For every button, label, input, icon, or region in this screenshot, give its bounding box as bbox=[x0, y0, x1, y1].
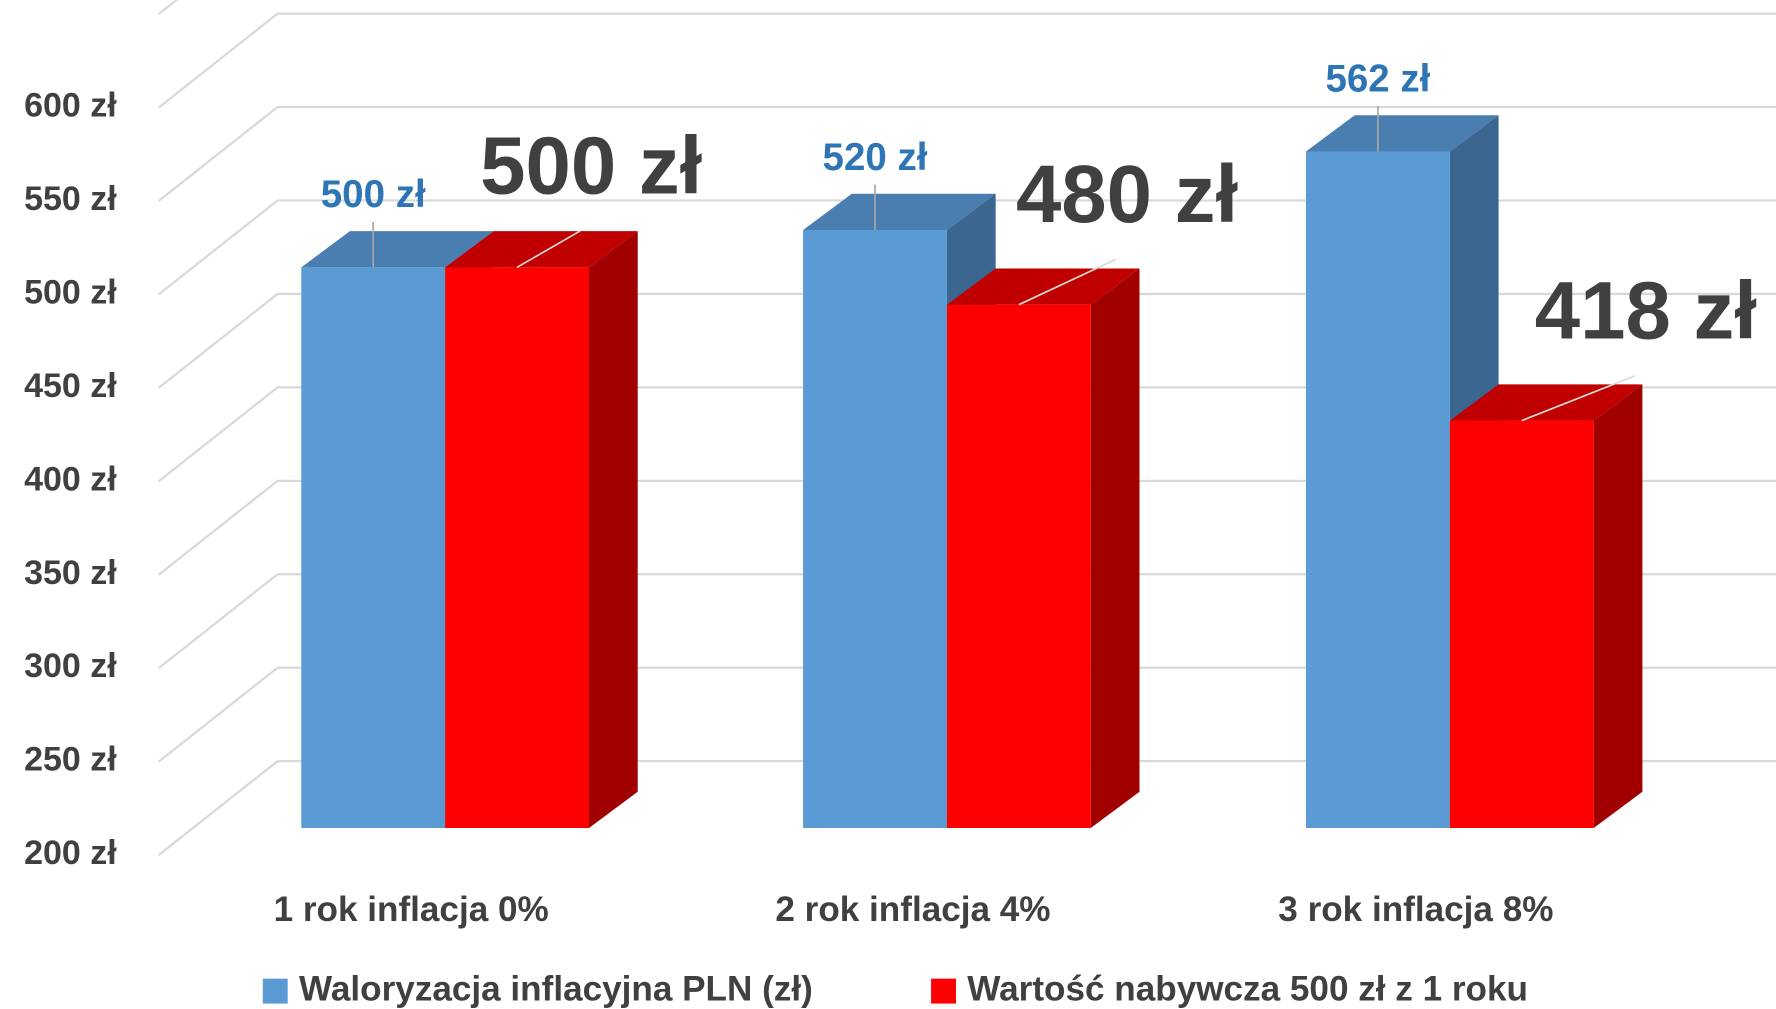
bar bbox=[803, 229, 947, 829]
bar-top bbox=[1449, 384, 1643, 421]
grid-line bbox=[157, 760, 279, 857]
grid-line bbox=[157, 479, 279, 576]
grid-line bbox=[157, 293, 279, 389]
bar-top bbox=[803, 193, 996, 230]
leader-line bbox=[1521, 375, 1635, 422]
grid-line bbox=[157, 199, 279, 296]
grid-line bbox=[157, 386, 279, 483]
grid-line bbox=[157, 0, 179, 16]
plot: 200 zł 250 zł 300 zł 350 zł 400 zł 450 zł 500 … bbox=[24, 0, 1776, 1008]
y-tick-label: 400 zł bbox=[24, 460, 117, 498]
x-tick-label: 2 rok inflacja 4% bbox=[775, 890, 1050, 929]
data-label: 480 zł bbox=[1016, 149, 1238, 240]
bar-top bbox=[1306, 115, 1499, 152]
grid-line bbox=[157, 12, 279, 109]
grid-line bbox=[157, 106, 279, 202]
bar bbox=[445, 267, 590, 829]
bar-side bbox=[1593, 384, 1643, 829]
leader-line bbox=[1018, 258, 1117, 306]
y-tick-label: 450 zł bbox=[24, 367, 117, 405]
y-tick-label: 500 zł bbox=[24, 273, 117, 311]
bar-side bbox=[589, 231, 638, 829]
legend-label: Wartość nabywcza 500 zł z 1 roku bbox=[967, 969, 1528, 1008]
bar-top bbox=[445, 231, 638, 268]
bar bbox=[946, 304, 1091, 829]
y-tick-label: 550 zł bbox=[24, 180, 117, 218]
data-label: 562 zł bbox=[1325, 57, 1430, 100]
x-tick-label: 1 rok inflacja 0% bbox=[274, 890, 549, 929]
data-label: 418 zł bbox=[1535, 266, 1757, 357]
bar bbox=[1449, 420, 1594, 829]
bar bbox=[301, 267, 446, 829]
data-label: 520 zł bbox=[823, 136, 928, 179]
grid-line bbox=[157, 666, 279, 763]
bar-side bbox=[1090, 268, 1140, 829]
y-tick-label: 350 zł bbox=[24, 554, 117, 592]
data-label: 500 zł bbox=[480, 121, 702, 212]
bar-top bbox=[946, 268, 1140, 305]
x-tick-label: 3 rok inflacja 8% bbox=[1278, 890, 1553, 929]
y-tick-label: 200 zł bbox=[24, 834, 117, 872]
legend-label: Waloryzacja inflacyjna PLN (zł) bbox=[299, 969, 813, 1008]
y-tick-label: 300 zł bbox=[24, 647, 117, 685]
grid-line bbox=[157, 573, 279, 670]
bar bbox=[1306, 151, 1450, 829]
leader-line bbox=[516, 230, 581, 269]
legend-swatch bbox=[262, 978, 288, 1004]
bar-top bbox=[301, 231, 494, 268]
legend-swatch bbox=[931, 978, 956, 1004]
y-tick-label: 250 zł bbox=[24, 741, 117, 779]
data-label: 500 zł bbox=[321, 173, 426, 216]
y-tick-label: 600 zł bbox=[24, 87, 117, 125]
